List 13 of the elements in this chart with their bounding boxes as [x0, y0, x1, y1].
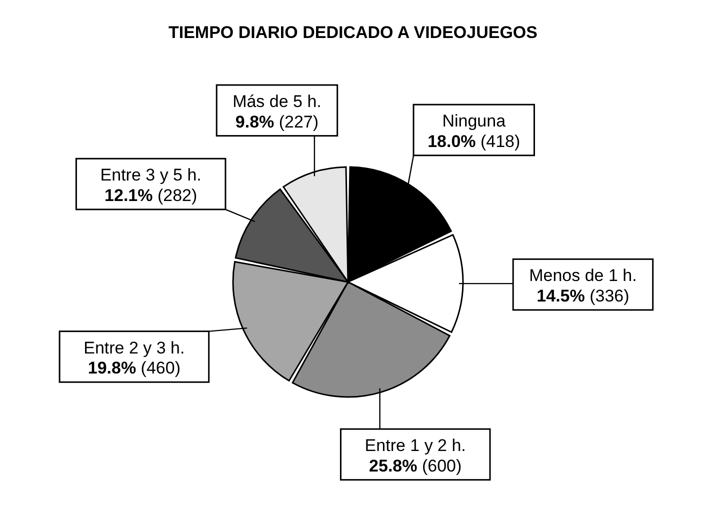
data-label: 14.5% (336) — [536, 286, 630, 306]
data-label: 18.0% (418) — [428, 132, 520, 152]
slice-label: Más de 5 h. — [232, 92, 322, 112]
data-label: 19.8% (460) — [88, 358, 181, 378]
data-label: 12.1% (282) — [104, 186, 198, 206]
data-label: 9.8% (227) — [235, 112, 319, 132]
chart-title: TIEMPO DIARIO DEDICADO A VIDEOJUEGOS — [168, 23, 538, 42]
slice-label: Entre 3 y 5 h. — [100, 166, 202, 185]
slice-label: Ninguna — [442, 112, 506, 131]
data-label: 25.8% (600) — [369, 456, 462, 476]
slice-label: Entre 2 y 3 h. — [84, 338, 185, 358]
slice-label: Entre 1 y 2 h. — [364, 436, 466, 456]
slice-label: Menos de 1 h. — [529, 266, 637, 286]
